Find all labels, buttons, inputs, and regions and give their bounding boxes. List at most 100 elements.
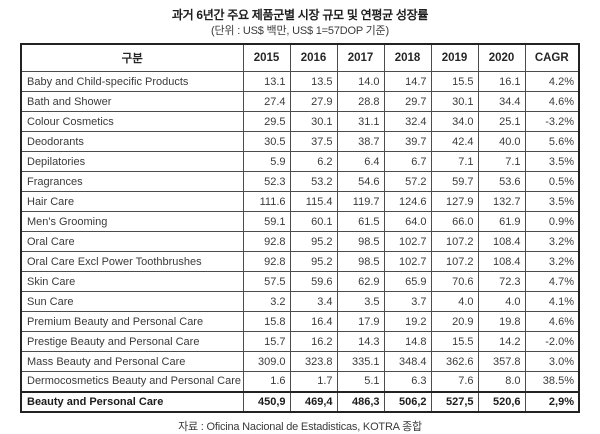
table-row: Mass Beauty and Personal Care 309.0 323.8 3…	[20, 351, 580, 372]
column-header-2016: 2016	[289, 43, 338, 72]
value-cell: 469,4	[289, 390, 338, 412]
value-cell: 348.4	[383, 351, 432, 372]
cagr-cell: 2,9%	[524, 390, 580, 412]
value-cell: 527,5	[430, 390, 479, 412]
table-row: Oral Care Excl Power Toothbrushes 92.8 95.…	[20, 251, 580, 272]
value-cell: 3.2	[242, 291, 291, 312]
table-row: Men's Grooming 59.1 60.1 61.5 64.0 66.0 61.9 0.…	[20, 211, 580, 232]
value-cell: 40.0	[477, 131, 526, 152]
value-cell: 16.2	[289, 331, 338, 352]
category-cell: Depilatories	[20, 151, 244, 172]
value-cell: 3.7	[383, 291, 432, 312]
value-cell: 323.8	[289, 351, 338, 372]
value-cell: 520,6	[477, 390, 526, 412]
cagr-cell: 38.5%	[524, 371, 580, 392]
value-cell: 34.0	[430, 111, 479, 132]
value-cell: 124.6	[383, 191, 432, 212]
table-row: Bath and Shower 27.4 27.9 28.8 29.7 30.1 34.4 4…	[20, 91, 580, 112]
table-row: Deodorants 30.5 37.5 38.7 39.7 42.4 40.0 5.6%	[20, 131, 580, 152]
value-cell: 14.7	[383, 71, 432, 92]
value-cell: 59.1	[242, 211, 291, 232]
table-row: Prestige Beauty and Personal Care 15.7 16.…	[20, 331, 580, 352]
value-cell: 6.2	[289, 151, 338, 172]
value-cell: 5.9	[242, 151, 291, 172]
table-row: Dermocosmetics Beauty and Personal Care 1…	[20, 371, 580, 392]
value-cell: 70.6	[430, 271, 479, 292]
value-cell: 53.6	[477, 171, 526, 192]
value-cell: 53.2	[289, 171, 338, 192]
value-cell: 98.5	[336, 231, 385, 252]
value-cell: 30.1	[430, 91, 479, 112]
value-cell: 60.1	[289, 211, 338, 232]
value-cell: 39.7	[383, 131, 432, 152]
category-cell: Hair Care	[20, 191, 244, 212]
cagr-cell: 3.0%	[524, 351, 580, 372]
value-cell: 486,3	[336, 390, 385, 412]
value-cell: 107.2	[430, 251, 479, 272]
cagr-cell: -3.2%	[524, 111, 580, 132]
value-cell: 16.1	[477, 71, 526, 92]
value-cell: 27.9	[289, 91, 338, 112]
cagr-cell: 3.5%	[524, 151, 580, 172]
value-cell: 95.2	[289, 251, 338, 272]
value-cell: 59.7	[430, 171, 479, 192]
table-row: Depilatories 5.9 6.2 6.4 6.7 7.1 7.1 3.5%	[20, 151, 580, 172]
value-cell: 19.2	[383, 311, 432, 332]
market-size-table: 구분 2015 2016 2017 2018 2019 2020 CAGR Baby and …	[20, 43, 580, 413]
cagr-cell: 5.6%	[524, 131, 580, 152]
value-cell: 29.7	[383, 91, 432, 112]
table-unit-note: (단위 : US$ 백만, US$ 1=57DOP 기준)	[211, 25, 389, 37]
cagr-cell: 3.2%	[524, 251, 580, 272]
value-cell: 107.2	[430, 231, 479, 252]
value-cell: 15.5	[430, 71, 479, 92]
category-cell: Fragrances	[20, 171, 244, 192]
value-cell: 65.9	[383, 271, 432, 292]
category-cell: Oral Care	[20, 231, 244, 252]
value-cell: 3.4	[289, 291, 338, 312]
value-cell: 1.6	[242, 371, 291, 392]
cagr-cell: 3.2%	[524, 231, 580, 252]
table-row: Sun Care 3.2 3.4 3.5 3.7 4.0 4.0 4.1%	[20, 291, 580, 312]
value-cell: 30.5	[242, 131, 291, 152]
table-row: Oral Care 92.8 95.2 98.5 102.7 107.2 108.4 3.2%	[20, 231, 580, 252]
category-cell: Dermocosmetics Beauty and Personal Care	[20, 371, 244, 392]
cagr-cell: 4.1%	[524, 291, 580, 312]
value-cell: 5.1	[336, 371, 385, 392]
value-cell: 29.5	[242, 111, 291, 132]
value-cell: 42.4	[430, 131, 479, 152]
category-cell: Prestige Beauty and Personal Care	[20, 331, 244, 352]
value-cell: 64.0	[383, 211, 432, 232]
cagr-cell: 0.9%	[524, 211, 580, 232]
category-cell: Premium Beauty and Personal Care	[20, 311, 244, 332]
value-cell: 7.6	[430, 371, 479, 392]
cagr-cell: -2.0%	[524, 331, 580, 352]
value-cell: 7.1	[430, 151, 479, 172]
column-header-2020: 2020	[477, 43, 526, 72]
value-cell: 66.0	[430, 211, 479, 232]
value-cell: 54.6	[336, 171, 385, 192]
value-cell: 57.2	[383, 171, 432, 192]
value-cell: 108.4	[477, 251, 526, 272]
value-cell: 15.8	[242, 311, 291, 332]
category-cell: Oral Care Excl Power Toothbrushes	[20, 251, 244, 272]
header-row: 구분 2015 2016 2017 2018 2019 2020 CAGR	[20, 43, 580, 72]
category-cell: Men's Grooming	[20, 211, 244, 232]
cagr-cell: 4.6%	[524, 91, 580, 112]
value-cell: 3.5	[336, 291, 385, 312]
value-cell: 92.8	[242, 231, 291, 252]
value-cell: 102.7	[383, 251, 432, 272]
value-cell: 14.0	[336, 71, 385, 92]
value-cell: 13.5	[289, 71, 338, 92]
cagr-cell: 4.7%	[524, 271, 580, 292]
value-cell: 115.4	[289, 191, 338, 212]
value-cell: 1.7	[289, 371, 338, 392]
value-cell: 16.4	[289, 311, 338, 332]
category-cell: Bath and Shower	[20, 91, 244, 112]
table-row: Baby and Child-specific Products 13.1 13.5…	[20, 71, 580, 92]
value-cell: 7.1	[477, 151, 526, 172]
category-cell: Skin Care	[20, 271, 244, 292]
category-cell: Baby and Child-specific Products	[20, 71, 244, 92]
value-cell: 61.9	[477, 211, 526, 232]
value-cell: 95.2	[289, 231, 338, 252]
